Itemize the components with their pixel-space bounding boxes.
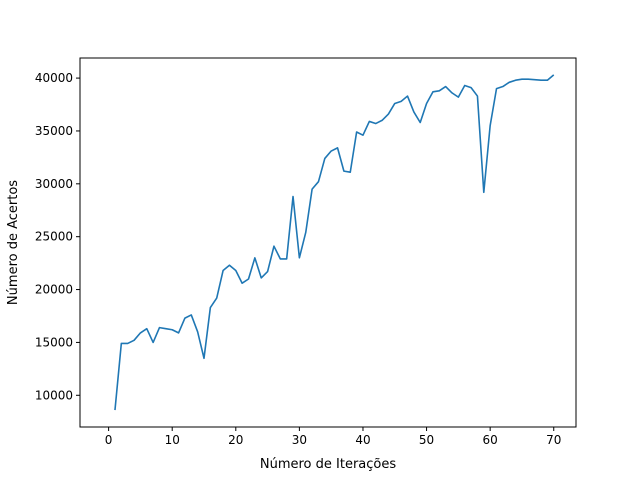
- y-tick-label: 25000: [35, 230, 73, 244]
- y-tick-label: 35000: [35, 124, 73, 138]
- series-line: [114, 74, 555, 411]
- x-tick-label: 60: [483, 433, 498, 447]
- axes-frame: [79, 57, 577, 428]
- y-tick-label: 30000: [35, 177, 73, 191]
- x-tick-label: 40: [355, 433, 370, 447]
- axis-ticks: 0 10 20 30 40 50 60 70 10000 15000 20000 25000 30000…: [35, 71, 562, 447]
- x-tick-label: 70: [546, 433, 561, 447]
- x-tick-label: 50: [419, 433, 434, 447]
- y-axis-label: Número de Acertos: [6, 180, 21, 305]
- y-tick-label: 40000: [35, 71, 73, 85]
- y-tick-label: 15000: [35, 335, 73, 349]
- y-tick-label: 10000: [35, 388, 73, 402]
- x-tick-label: 30: [292, 433, 307, 447]
- plot-area: [114, 74, 555, 411]
- x-tick-label: 20: [228, 433, 243, 447]
- x-axis-label: Número de Iterações: [260, 457, 396, 472]
- x-tick-label: 10: [165, 433, 180, 447]
- y-tick-label: 20000: [35, 283, 73, 297]
- x-tick-label: 0: [105, 433, 113, 447]
